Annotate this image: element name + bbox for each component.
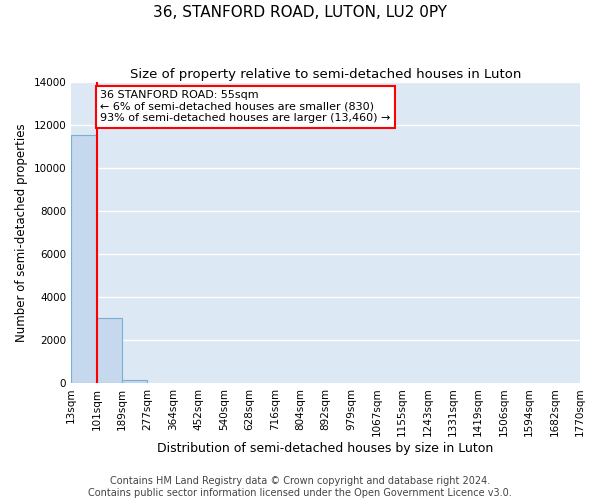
Title: Size of property relative to semi-detached houses in Luton: Size of property relative to semi-detach… [130, 68, 521, 80]
X-axis label: Distribution of semi-detached houses by size in Luton: Distribution of semi-detached houses by … [157, 442, 494, 455]
Text: Contains HM Land Registry data © Crown copyright and database right 2024.
Contai: Contains HM Land Registry data © Crown c… [88, 476, 512, 498]
Y-axis label: Number of semi-detached properties: Number of semi-detached properties [15, 123, 28, 342]
Text: 36, STANFORD ROAD, LUTON, LU2 0PY: 36, STANFORD ROAD, LUTON, LU2 0PY [153, 5, 447, 20]
Bar [71, 136, 97, 383]
Text: 36 STANFORD ROAD: 55sqm
← 6% of semi-detached houses are smaller (830)
93% of se: 36 STANFORD ROAD: 55sqm ← 6% of semi-det… [100, 90, 391, 124]
Bar [122, 380, 148, 383]
Bar [97, 318, 122, 383]
